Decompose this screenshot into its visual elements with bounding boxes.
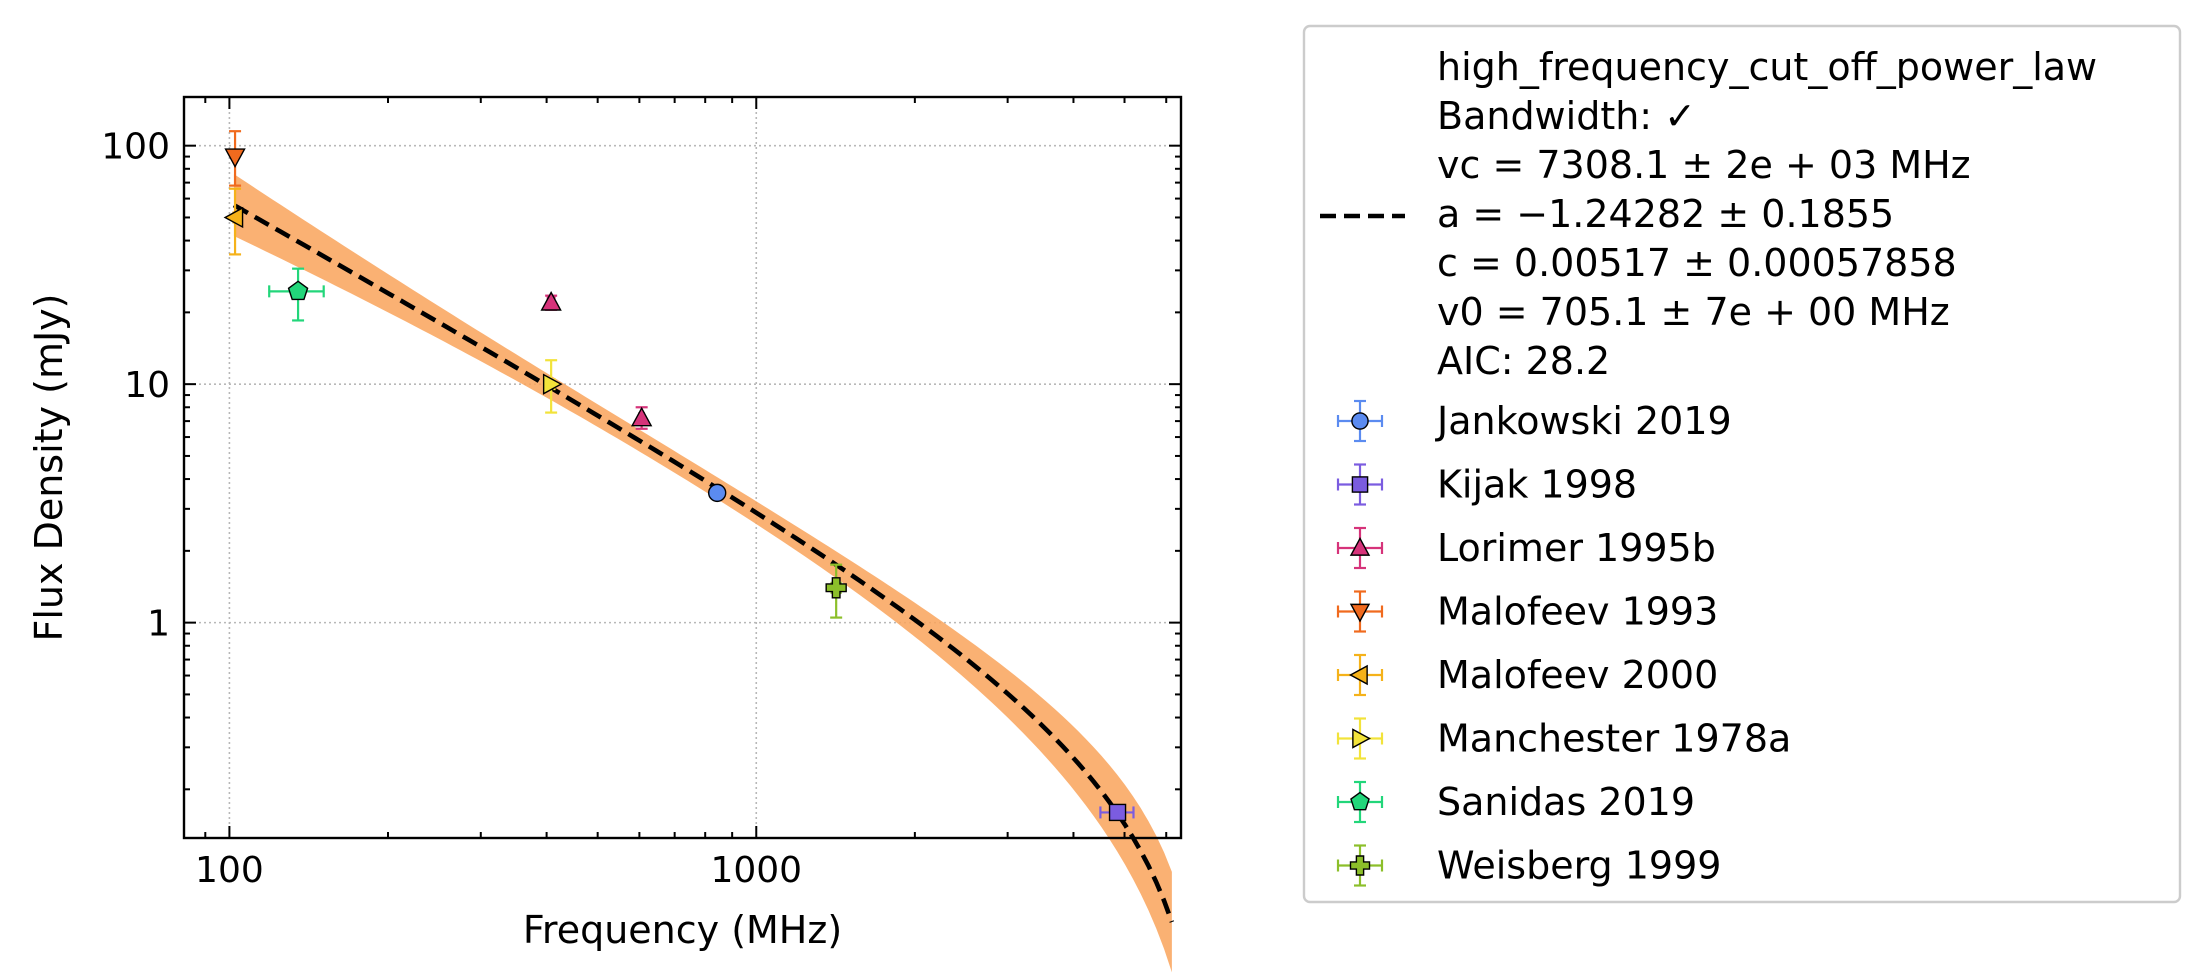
data-point <box>1099 803 1135 822</box>
legend-entry-label: Weisberg 1999 <box>1437 844 1721 888</box>
legend-fit-line: high_frequency_cut_off_power_law <box>1437 45 2097 89</box>
legend-entry: Sanidas 2019 <box>1336 780 1695 824</box>
fit-band <box>233 174 1172 973</box>
plot-area: 100 1000 1 10 100 <box>101 95 1183 973</box>
data-point <box>542 359 563 414</box>
legend-entry-label: Jankowski 2019 <box>1435 399 1732 443</box>
legend-entry-label: Manchester 1978a <box>1437 717 1791 761</box>
axes-frame <box>182 95 1183 840</box>
marker-triangle-down <box>224 148 246 169</box>
legend-entry: Malofeev 1993 <box>1336 590 1718 634</box>
ticks: 100 1000 1 10 100 <box>101 97 1181 891</box>
legend-entry: Lorimer 1995b <box>1336 526 1716 570</box>
legend-entry: Weisberg 1999 <box>1336 844 1721 888</box>
x-tick-label: 1000 <box>710 850 802 891</box>
legend-entry-label: Malofeev 2000 <box>1437 653 1718 697</box>
legend-fit-line: AIC: 28.2 <box>1437 339 1610 383</box>
marker-triangle-up <box>540 291 562 311</box>
marker-square <box>1108 803 1127 822</box>
legend-fit-line: vc = 7308.1 ± 2e + 03 MHz <box>1437 143 1971 187</box>
marker-circle <box>1351 412 1369 430</box>
fit-line <box>232 203 1175 923</box>
data-point <box>540 291 562 311</box>
legend-entry: Malofeev 2000 <box>1336 653 1718 697</box>
data-points <box>223 130 1135 822</box>
fit-curve <box>232 203 1175 923</box>
marker-triangle-up <box>1349 537 1371 556</box>
x-axis-label: Frequency (MHz) <box>523 908 842 952</box>
legend-entry-label: Lorimer 1995b <box>1437 526 1716 570</box>
marker-triangle-up <box>630 406 653 427</box>
legend-fit-line: a = −1.24282 ± 0.1855 <box>1437 192 1894 236</box>
data-point <box>223 187 244 256</box>
data-point <box>707 483 727 503</box>
legend-entry: Kijak 1998 <box>1336 463 1637 507</box>
data-point <box>268 267 325 322</box>
y-axis-label: Flux Density (mJy) <box>27 294 71 642</box>
marker-triangle-right <box>1352 728 1371 749</box>
legend-fit-line: c = 0.00517 ± 0.00057858 <box>1437 241 1957 285</box>
marker-plus <box>1349 855 1371 876</box>
y-tick-label: 100 <box>101 127 170 168</box>
legend-entry-label: Sanidas 2019 <box>1437 780 1695 824</box>
y-tick-label: 1 <box>147 604 170 645</box>
legend-box <box>1302 24 2182 904</box>
marker-pentagon <box>287 280 309 301</box>
marker-circle <box>707 483 727 503</box>
legend-entry: Jankowski 2019 <box>1336 399 1732 443</box>
marker-triangle-left <box>223 206 244 229</box>
marker-triangle-left <box>1349 664 1368 686</box>
legend-series-entries: Jankowski 2019 Kijak 1998 Lorimer 1995b Mal… <box>1336 399 1791 888</box>
fit-uncertainty-band <box>233 174 1172 973</box>
data-point <box>630 406 653 430</box>
data-point <box>224 130 246 187</box>
legend-entry-label: Kijak 1998 <box>1437 463 1637 507</box>
legend-fit-line: v0 = 705.1 ± 7e + 00 MHz <box>1437 290 1950 334</box>
x-tick-label: 100 <box>195 850 264 891</box>
marker-triangle-right <box>542 373 563 395</box>
legend: high_frequency_cut_off_power_law Bandwidt… <box>1302 24 2182 904</box>
legend-fit-line: Bandwidth: ✓ <box>1437 94 1696 138</box>
legend-fit-entry: high_frequency_cut_off_power_law Bandwidt… <box>1320 45 2097 383</box>
legend-entry: Manchester 1978a <box>1336 717 1791 761</box>
marker-pentagon <box>1350 791 1370 811</box>
marker-plus <box>825 577 847 599</box>
legend-entry-label: Malofeev 1993 <box>1437 590 1718 634</box>
y-tick-label: 10 <box>124 365 170 406</box>
marker-triangle-down <box>1349 603 1371 623</box>
marker-square <box>1351 476 1369 493</box>
data-point <box>825 563 847 619</box>
grid <box>184 97 1181 838</box>
